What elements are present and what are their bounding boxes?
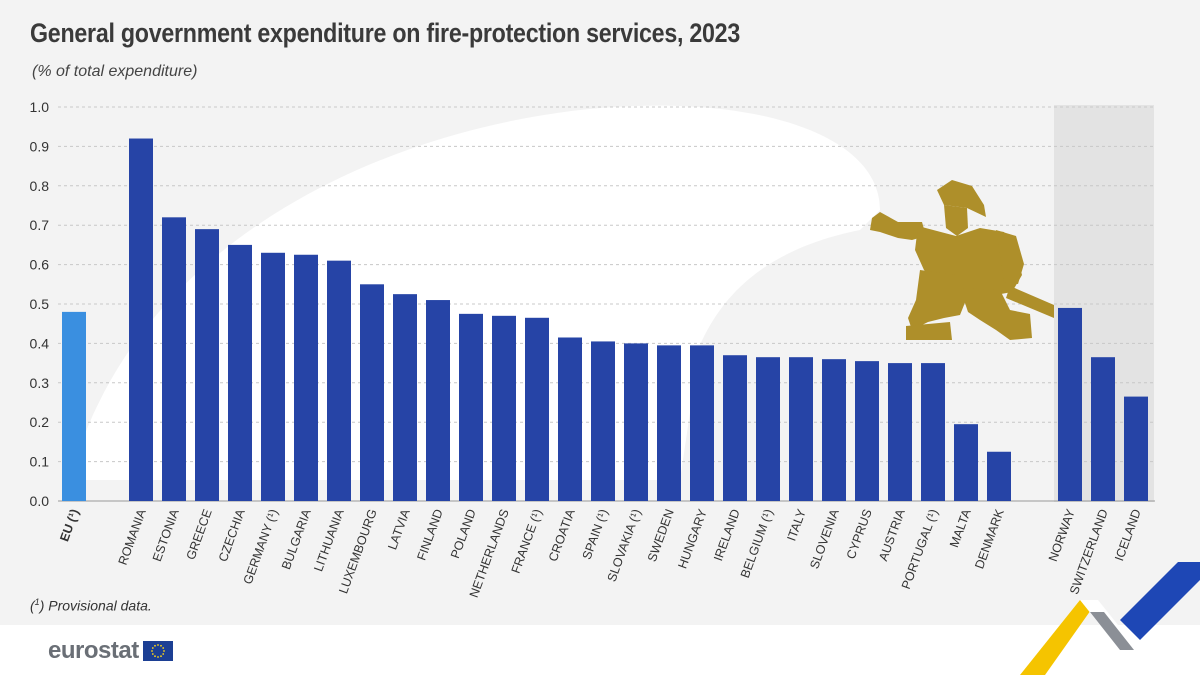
y-tick-label: 0.1: [30, 454, 50, 470]
bar-cyprus: [855, 361, 879, 501]
y-tick-label: 0.3: [30, 375, 50, 391]
flag-star: [151, 653, 154, 655]
bar-slovenia: [822, 359, 846, 501]
chart-title: General government expenditure on fire-p…: [30, 18, 741, 48]
bar-italy: [789, 357, 813, 501]
bar-lithuania: [327, 260, 351, 501]
y-tick-label: 0.0: [30, 493, 50, 509]
eu-flag-icon: [142, 641, 173, 661]
bar-germany: [261, 252, 285, 501]
y-tick-label: 0.6: [30, 257, 50, 273]
bar-iceland: [1124, 396, 1148, 501]
bar-croatia: [558, 337, 582, 501]
gray-chevron: [1090, 612, 1134, 650]
bar-slovakia: [624, 343, 648, 501]
bar-belgium: [756, 357, 780, 501]
flag-star: [153, 644, 156, 647]
bar-spain: [591, 341, 615, 501]
bar-latvia: [393, 294, 417, 501]
bar-netherlands: [492, 315, 516, 501]
footnote: (1) Provisional data.: [30, 597, 152, 614]
bar-hungary: [690, 345, 714, 501]
footer: eurostat: [0, 625, 1200, 675]
bar-france: [525, 317, 549, 501]
eurostat-logo: eurostat: [48, 637, 173, 665]
bar-czechia: [228, 244, 252, 501]
flag-star: [150, 650, 153, 652]
y-axis-ticks: 0.0 0.1 0.2 0.3 0.4 0.5 0.6 0.7 0.8 0.9 1.0: [30, 99, 50, 509]
flag-star: [162, 650, 165, 652]
flag-star: [159, 655, 162, 658]
footnote-mark: 1: [34, 597, 40, 607]
bar-greece: [195, 229, 219, 501]
blue-chevron: [1120, 562, 1200, 640]
bar-malta: [954, 424, 978, 501]
y-tick-label: 0.2: [30, 414, 50, 430]
bar-finland: [426, 300, 450, 501]
y-tick-label: 0.7: [30, 217, 50, 233]
bar-austria: [888, 363, 912, 501]
bar-switzerland: [1091, 357, 1115, 501]
flag-star: [161, 653, 164, 655]
y-tick-label: 1.0: [30, 99, 50, 115]
y-tick-label: 0.4: [30, 335, 50, 351]
y-tick-label: 0.9: [30, 138, 50, 154]
firefighter-icon: [870, 180, 1054, 340]
yellow-chevron: [1020, 600, 1098, 675]
brand-name: eurostat: [48, 637, 139, 664]
bar-luxembourg: [360, 284, 384, 501]
chart-subtitle: (% of total expenditure): [32, 63, 198, 80]
bar-sweden: [657, 345, 681, 501]
bar-chart: 0.00.10.20.30.40.50.60.70.80.91.0 EU (¹)…: [30, 99, 1155, 599]
bar-bulgaria: [294, 254, 318, 501]
flag-star: [156, 656, 159, 658]
flag-star: [156, 644, 159, 646]
bar-portugal: [921, 363, 945, 501]
flag-star: [161, 647, 164, 649]
bar-norway: [1058, 307, 1082, 501]
bar-eu: [62, 311, 86, 501]
bar-romania: [129, 138, 153, 501]
flag-star: [151, 647, 154, 649]
flag-star: [159, 644, 162, 647]
y-tick-label: 0.5: [30, 296, 50, 312]
bar-estonia: [162, 217, 186, 501]
y-tick-label: 0.8: [30, 178, 50, 194]
bar-poland: [459, 313, 483, 501]
flag-star: [153, 655, 156, 658]
footnote-text: Provisional data.: [48, 597, 152, 614]
bar-ireland: [723, 355, 747, 501]
bar-denmark: [987, 451, 1011, 501]
